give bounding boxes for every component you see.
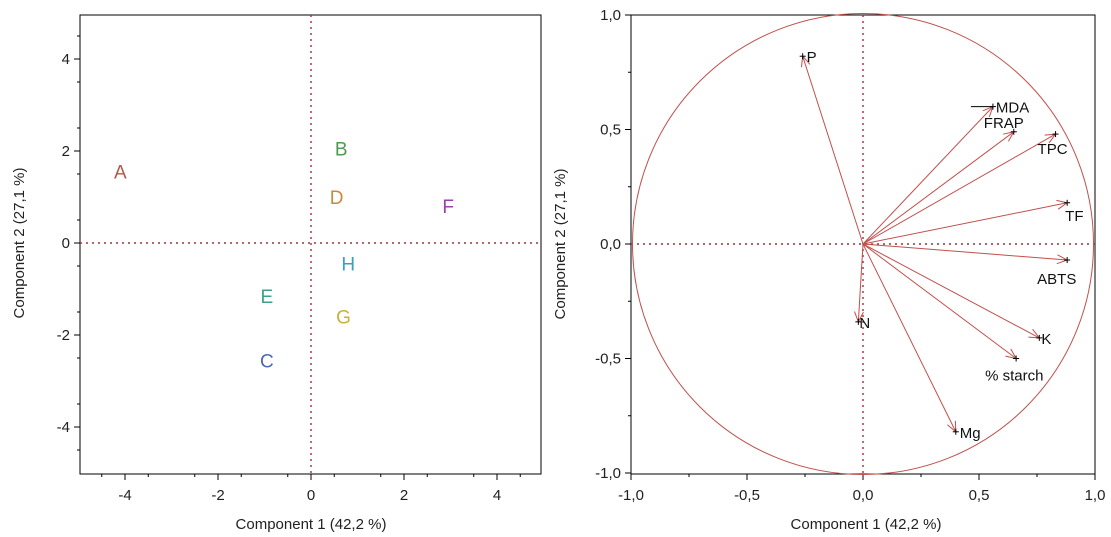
score-point-c: C	[260, 351, 274, 372]
loading-vector-frap	[862, 131, 1015, 245]
loading-plot-ticks: -1,0 -0,5 0,0 0,5 1,0 1,0 0,5 0,0 -0,5 -1,0	[595, 7, 1105, 504]
x-tick-label: 4	[493, 487, 501, 504]
y-tick-label: -1,0	[595, 465, 621, 482]
loading-vector-tf	[862, 202, 1068, 245]
score-point-f: F	[442, 197, 454, 218]
unit-circle	[632, 13, 1094, 475]
arrowhead-k	[1028, 328, 1041, 339]
loading-plot-y-axis-label: Component 2 (27,1 %)	[552, 169, 569, 320]
x-tick-label: 0	[307, 487, 315, 504]
vector-label-mda: MDA	[996, 100, 1029, 117]
y-tick-label: -2	[57, 327, 70, 344]
vector-label-mg: Mg	[960, 425, 981, 442]
score-point-d: D	[330, 188, 344, 209]
loading-vector-abts	[862, 243, 1068, 261]
x-tick-label: 0,0	[853, 487, 874, 504]
loading-vector-tpc	[862, 133, 1056, 245]
score-plot-ticks: -4 -2 0 2 4 4 2 0 -2 -4	[57, 35, 521, 504]
y-tick-label: 2	[62, 143, 70, 160]
x-tick-label: -0,5	[734, 487, 760, 504]
score-plot-x-axis-label: Component 1 (42,2 %)	[236, 516, 387, 533]
loading-plot: -1,0 -0,5 0,0 0,5 1,0 1,0 0,5 0,0 -0,5 -1,0 P MDAF…	[552, 7, 1105, 533]
y-tick-label: 4	[62, 51, 70, 68]
vector-label-tpc: TPC	[1038, 141, 1068, 158]
loading-vector-starch	[862, 243, 1017, 359]
vector-label-starch: % starch	[985, 368, 1043, 385]
x-tick-label: 2	[400, 487, 408, 504]
x-tick-label: 1,0	[1085, 487, 1106, 504]
score-plot-points: A B D F H E G C	[114, 140, 454, 373]
y-tick-label: -4	[57, 419, 70, 436]
y-tick-label: 0,0	[600, 236, 621, 253]
loading-vector-n	[857, 243, 864, 322]
y-tick-label: -0,5	[595, 351, 621, 368]
vector-label-n: N	[859, 315, 870, 332]
vector-label-p: P	[807, 49, 817, 66]
loading-vector-mg	[862, 243, 957, 433]
x-tick-label: 0,5	[969, 487, 990, 504]
y-tick-label: 0	[62, 235, 70, 252]
score-plot-y-axis-label: Component 2 (27,1 %)	[11, 168, 28, 319]
y-tick-label: 0,5	[600, 122, 621, 139]
score-plot: -4 -2 0 2 4 4 2 0 -2 -4 A B D F H E G C Component 1 (42,…	[11, 14, 542, 533]
score-point-b: B	[335, 140, 348, 161]
score-point-a: A	[114, 163, 127, 184]
x-tick-label: -4	[118, 487, 131, 504]
x-tick-label: -2	[211, 487, 224, 504]
vector-label-tf: TF	[1065, 208, 1083, 225]
loading-plot-x-axis-label: Component 1 (42,2 %)	[791, 516, 942, 533]
vector-label-k: K	[1041, 331, 1051, 348]
vector-label-abts: ABTS	[1037, 271, 1076, 288]
score-point-e: E	[260, 287, 273, 308]
loading-vector-k	[862, 243, 1040, 339]
y-tick-label: 1,0	[600, 7, 621, 24]
x-tick-label: -1,0	[618, 487, 644, 504]
loading-vector-p	[802, 56, 864, 245]
loading-vector-mda	[862, 106, 994, 245]
vector-label-frap: FRAP	[984, 115, 1024, 132]
score-point-h: H	[341, 255, 355, 276]
score-point-g: G	[336, 308, 351, 329]
